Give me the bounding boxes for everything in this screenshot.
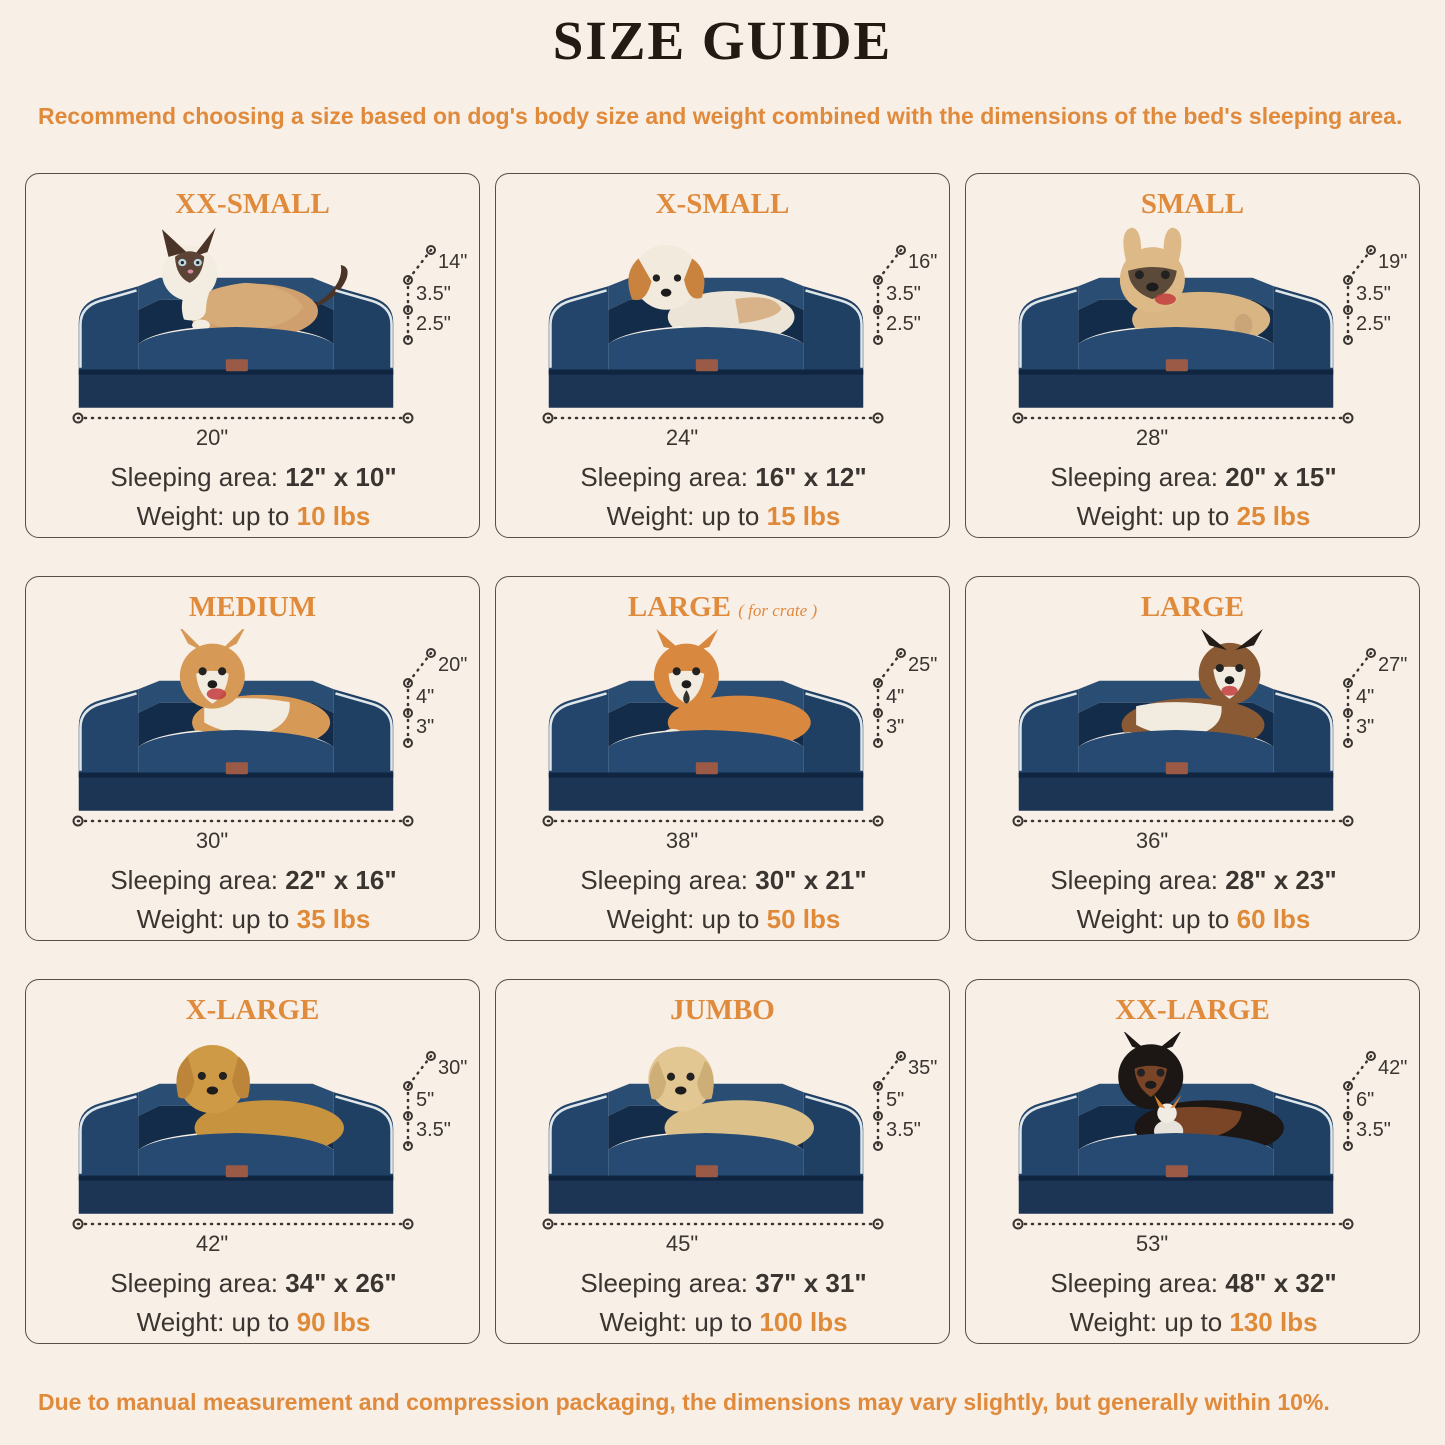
svg-text:30": 30" [196, 828, 228, 853]
svg-text:14": 14" [438, 251, 467, 273]
svg-text:3.5": 3.5" [1356, 1119, 1391, 1141]
svg-text:5": 5" [416, 1089, 434, 1111]
svg-text:3": 3" [1356, 716, 1374, 738]
svg-text:20": 20" [438, 654, 467, 676]
svg-text:3.5": 3.5" [416, 1119, 451, 1141]
svg-text:2.5": 2.5" [886, 313, 921, 335]
svg-text:6": 6" [1356, 1089, 1374, 1111]
svg-text:3.5": 3.5" [886, 1119, 921, 1141]
svg-text:20": 20" [196, 425, 228, 450]
svg-text:3.5": 3.5" [1356, 283, 1391, 305]
svg-text:4": 4" [1356, 686, 1374, 708]
svg-text:19": 19" [1378, 251, 1407, 273]
svg-text:2.5": 2.5" [416, 313, 451, 335]
svg-text:24": 24" [666, 425, 698, 450]
svg-text:16": 16" [908, 251, 937, 273]
svg-text:45": 45" [666, 1231, 698, 1256]
svg-text:53": 53" [1136, 1231, 1168, 1256]
svg-text:30": 30" [438, 1057, 467, 1079]
svg-text:38": 38" [666, 828, 698, 853]
svg-text:25": 25" [908, 654, 937, 676]
svg-text:28": 28" [1136, 425, 1168, 450]
svg-text:3.5": 3.5" [416, 283, 451, 305]
svg-text:4": 4" [416, 686, 434, 708]
svg-text:3.5": 3.5" [886, 283, 921, 305]
svg-text:42": 42" [1378, 1057, 1407, 1079]
svg-text:3": 3" [416, 716, 434, 738]
svg-text:36": 36" [1136, 828, 1168, 853]
svg-text:5": 5" [886, 1089, 904, 1111]
svg-text:42": 42" [196, 1231, 228, 1256]
svg-text:35": 35" [908, 1057, 937, 1079]
svg-text:3": 3" [886, 716, 904, 738]
svg-text:2.5": 2.5" [1356, 313, 1391, 335]
svg-text:4": 4" [886, 686, 904, 708]
svg-text:27": 27" [1378, 654, 1407, 676]
